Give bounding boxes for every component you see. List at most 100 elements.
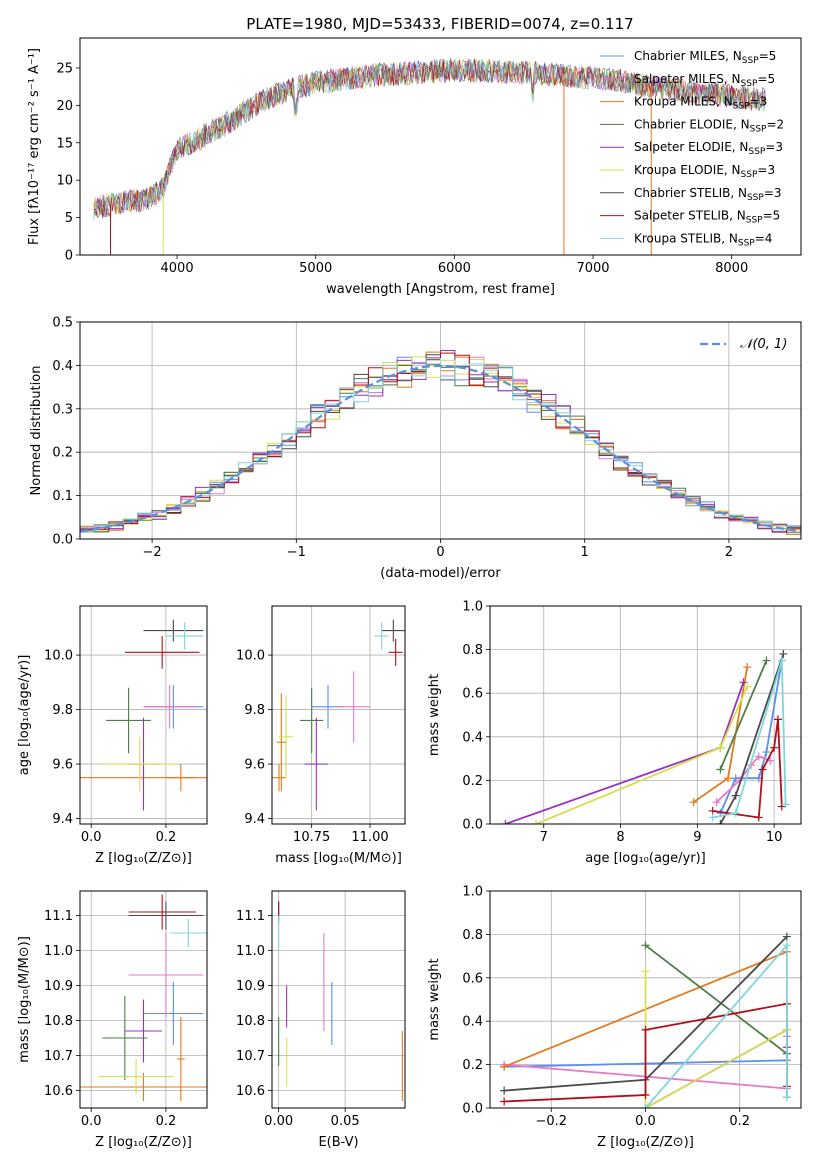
legend-entry: Kroupa MILES, NSSP=3 <box>634 95 767 112</box>
weight-point <box>716 765 725 774</box>
x-tick-label: 10.75 <box>293 830 330 845</box>
y-tick-label: 9.4 <box>52 812 73 827</box>
axes-frame <box>79 605 208 825</box>
y-tick-label: 9.4 <box>244 812 265 827</box>
errorbar-kroupa_stelib <box>165 622 204 650</box>
axes-frame <box>79 890 208 1109</box>
y-tick-label: 0.0 <box>462 1102 483 1117</box>
panel-residuals: −2 −1 0 1 2 0.0 0.1 0.2 0.3 0.4 0.5 (data-model)/er… <box>29 316 802 581</box>
errorbar-salpeter_miles <box>128 933 204 1017</box>
y-tick-label: 0.4 <box>462 730 483 745</box>
y-tick-label: 9.8 <box>244 703 265 718</box>
x-tick-label: −0.2 <box>535 1114 567 1129</box>
weight-point <box>762 748 771 757</box>
weight-series-salpeter_stelib <box>712 719 783 819</box>
weight-point <box>731 791 740 800</box>
weight-point <box>770 743 779 752</box>
x-tick-label: 10 <box>766 830 783 845</box>
weight-point <box>781 800 790 809</box>
legend-entry: Salpeter ELODIE, NSSP=3 <box>634 140 783 157</box>
panel-mass_vs_z: 0.0 0.2 10.6 10.7 10.8 10.9 11.0 11.1 Z [log₁₀(Z… <box>17 890 208 1150</box>
y-tick-label: 10.8 <box>236 1014 265 1029</box>
spectrum-line-salpeter_stelib <box>93 58 766 218</box>
y-tick-label: 0.1 <box>52 489 73 504</box>
legend-entry: Salpeter MILES, NSSP=5 <box>634 72 775 89</box>
x-tick-label: 5000 <box>299 261 332 276</box>
axes-frame <box>489 605 802 825</box>
errorbar-chabrier_elodie <box>300 687 324 754</box>
y-tick-label: 1.0 <box>462 885 483 900</box>
y-tick-label: 1.0 <box>462 600 483 615</box>
y-tick-label: 0.3 <box>52 402 73 417</box>
y-axis-label: mass [log₁₀(M/M⊙)] <box>17 936 32 1063</box>
weight-point <box>754 752 763 761</box>
x-axis-label: (data-model)/error <box>380 566 501 581</box>
spectrum-lines <box>93 57 766 255</box>
x-tick-label: 0.2 <box>729 1114 750 1129</box>
weight-point <box>500 1062 509 1071</box>
weight-point <box>500 1086 509 1095</box>
errorbar-salpeter_elodie <box>124 999 163 1063</box>
y-tick-label: 10 <box>56 174 73 189</box>
weight-point <box>758 765 767 774</box>
y-tick-label: 0.6 <box>462 687 483 702</box>
errorbar-salpeter_stelib <box>128 894 196 930</box>
weight-point <box>743 663 752 672</box>
axes-frame <box>79 37 802 256</box>
y-tick-label: 10.8 <box>44 1014 73 1029</box>
errorbar-kroupa_elodie <box>98 1059 174 1094</box>
errorbar-chabrier_stelib <box>381 619 405 642</box>
x-tick-label: 2 <box>725 545 733 560</box>
legend-entry: Chabrier MILES, NSSP=5 <box>634 49 776 66</box>
legend-entry: Chabrier ELODIE, NSSP=2 <box>634 117 784 134</box>
weight-lines <box>500 932 791 1108</box>
x-axis-label: age [log₁₀(age/yr)] <box>585 851 706 866</box>
y-tick-label: 10.7 <box>236 1049 265 1064</box>
weight-point <box>743 682 752 691</box>
x-tick-label: 0.0 <box>635 1114 656 1129</box>
x-tick-label: 8000 <box>715 261 748 276</box>
x-tick-label: 0 <box>436 545 444 560</box>
x-tick-label: 0.0 <box>81 830 102 845</box>
weight-point <box>641 1090 650 1099</box>
errorbar-salpeter_stelib <box>124 635 200 669</box>
y-tick-label: 10.0 <box>236 649 265 664</box>
weight-point <box>739 678 748 687</box>
y-tick-label: 11.0 <box>44 944 73 959</box>
y-tick-label: 11.1 <box>236 909 265 924</box>
errorbar-chabrier_stelib <box>128 901 204 930</box>
y-tick-label: 0.6 <box>462 971 483 986</box>
panel-weight_vs_age: 7 8 9 10 0.0 0.2 0.4 0.6 0.8 1.0 age [log₁₀(age/yr… <box>427 600 802 866</box>
x-tick-label: 0.00 <box>264 1114 293 1129</box>
x-tick-label: 9 <box>693 830 701 845</box>
x-tick-label: 7 <box>540 830 548 845</box>
y-axis-label: Normed distribution <box>29 366 44 496</box>
weight-point <box>641 1025 650 1034</box>
y-tick-label: 10.9 <box>236 979 265 994</box>
weight-point <box>641 941 650 950</box>
y-tick-label: 0.8 <box>462 928 483 943</box>
weight-point <box>782 1093 791 1102</box>
spectrum-legend: Chabrier MILES, NSSP=5 Salpeter MILES, NS… <box>600 49 784 248</box>
y-tick-label: 5 <box>65 211 73 226</box>
axes-frame <box>79 321 802 540</box>
errorbar-kroupa_elodie <box>102 736 178 792</box>
x-axis-label: Z [log₁₀(Z/Z⊙)] <box>95 851 192 866</box>
x-tick-label: 7000 <box>576 261 609 276</box>
x-axis-label: E(B-V) <box>318 1135 358 1150</box>
x-tick-label: 4000 <box>161 261 194 276</box>
legend-entry: Kroupa STELIB, NSSP=4 <box>634 231 772 248</box>
weight-point <box>773 715 782 724</box>
weight-series-kroupa_elodie <box>644 971 788 1108</box>
spectrum-line-kroupa_stelib <box>93 58 766 219</box>
panel-weight_vs_z: −0.2 0.0 0.2 0.0 0.2 0.4 0.6 0.8 1.0 Z [log₁₀(Z/Z… <box>427 885 802 1150</box>
x-tick-label: 6000 <box>438 261 471 276</box>
weight-point <box>500 1097 509 1106</box>
weight-point <box>712 798 721 807</box>
weight-point <box>762 656 771 665</box>
y-tick-label: 9.6 <box>52 758 73 773</box>
legend-entry: Chabrier STELIB, NSSP=3 <box>634 186 782 203</box>
y-tick-label: 10.0 <box>44 649 73 664</box>
y-tick-label: 20 <box>56 99 73 114</box>
y-tick-label: 0.0 <box>462 818 483 833</box>
